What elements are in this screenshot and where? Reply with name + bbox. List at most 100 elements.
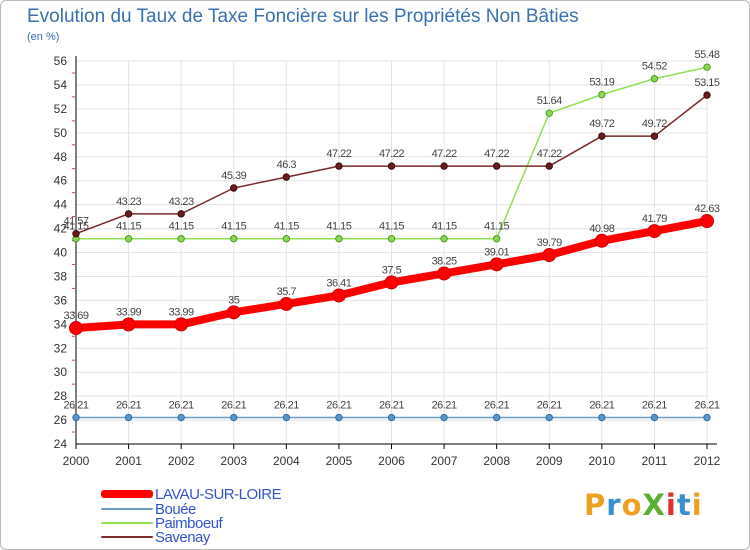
legend-swatch-paimboeuf (101, 522, 153, 524)
data-point (594, 233, 609, 248)
data-point (335, 235, 343, 243)
data-label: 26.21 (326, 400, 351, 412)
x-tick-label: 2012 (694, 454, 721, 468)
legend-swatch-savenay (101, 536, 153, 538)
data-point (700, 214, 714, 229)
data-label: 43.23 (169, 196, 194, 208)
data-label: 38.25 (432, 255, 457, 267)
data-label: 37.5 (382, 264, 402, 276)
y-tick-label: 30 (54, 365, 68, 379)
data-point (703, 91, 711, 99)
data-point (124, 235, 133, 243)
data-point (174, 317, 189, 332)
data-label: 26.21 (537, 400, 562, 412)
data-point (72, 230, 80, 238)
legend-swatch-lavau (101, 490, 153, 498)
chart-title: Evolution du Taux de Taxe Foncière sur l… (27, 6, 579, 27)
data-label: 41.15 (169, 221, 194, 233)
data-label: 39.01 (484, 246, 509, 258)
data-label: 47.22 (326, 148, 351, 160)
data-label: 47.22 (432, 148, 457, 160)
x-tick-label: 2011 (642, 454, 668, 468)
y-tick-label: 46 (54, 174, 68, 188)
x-tick-label: 2001 (115, 454, 142, 468)
data-point (598, 413, 606, 422)
data-point (542, 248, 557, 263)
y-tick-label: 28 (54, 389, 68, 403)
data-point (492, 413, 501, 422)
data-point (282, 235, 291, 243)
data-label: 26.21 (642, 400, 667, 412)
data-point (331, 288, 346, 303)
x-tick-label: 2009 (536, 454, 563, 468)
data-point (440, 413, 448, 422)
data-point (598, 90, 606, 99)
x-tick-label: 2002 (168, 454, 195, 468)
unit-label: (en %) (27, 31, 60, 43)
data-point (489, 257, 504, 272)
y-tick-label: 54 (54, 78, 68, 92)
x-tick-label: 2007 (431, 454, 458, 468)
y-tick-label: 24 (54, 437, 68, 451)
data-label: 41.15 (274, 221, 299, 233)
y-tick-label: 52 (54, 102, 68, 116)
data-label: 55.48 (694, 49, 719, 61)
data-label: 45.39 (221, 170, 246, 182)
data-point (545, 109, 553, 117)
data-label: 41.15 (432, 221, 457, 233)
data-label: 26.21 (63, 400, 88, 412)
logo-letter: r (606, 488, 622, 522)
data-point (650, 75, 659, 83)
data-point (72, 413, 80, 422)
logo-letter: i (691, 488, 703, 522)
legend-item-savenay: Savenay (101, 528, 210, 546)
data-point (230, 413, 238, 422)
data-point (124, 210, 133, 218)
data-point (282, 173, 291, 181)
data-label: 40.98 (589, 223, 614, 235)
data-point (650, 132, 659, 140)
y-tick-label: 42 (54, 222, 68, 236)
data-label: 41.15 (63, 221, 88, 233)
data-label: 33.99 (169, 306, 194, 318)
data-label: 53.19 (589, 77, 614, 89)
x-tick-label: 2005 (326, 454, 353, 468)
data-point (384, 275, 399, 290)
data-label: 41.15 (326, 221, 351, 233)
data-label: 49.72 (589, 118, 614, 130)
data-label: 39.79 (537, 237, 562, 249)
logo-letter: i (665, 488, 677, 522)
data-label: 26.21 (694, 400, 719, 412)
y-tick-label: 32 (54, 341, 68, 355)
data-point (177, 413, 185, 422)
legend-label-lavau: LAVAU-SUR-LOIRE (155, 485, 282, 503)
data-point (230, 235, 238, 243)
legend-label-savenay: Savenay (155, 528, 210, 546)
x-tick-label: 2000 (63, 454, 90, 468)
logo-letter: X (642, 488, 666, 522)
data-label: 47.22 (537, 148, 562, 160)
x-tick-label: 2003 (220, 454, 247, 468)
y-tick-label: 40 (54, 246, 68, 260)
data-label: 42.63 (694, 203, 719, 215)
data-point (282, 413, 291, 422)
y-tick-label: 38 (54, 269, 68, 283)
data-point (226, 305, 241, 320)
data-point (440, 235, 448, 243)
data-point (387, 235, 396, 243)
data-label: 43.23 (116, 196, 141, 208)
data-point (598, 132, 606, 140)
data-label: 26.21 (589, 400, 614, 412)
x-tick-label: 2006 (378, 454, 405, 468)
logo-letter: o (621, 488, 643, 522)
data-label: 49.72 (642, 118, 667, 130)
logo-letter: t (676, 488, 692, 522)
data-point (437, 266, 452, 281)
data-label: 41.15 (116, 221, 141, 233)
x-tick-label: 2010 (588, 454, 615, 468)
data-point (230, 184, 238, 192)
y-tick-label: 48 (54, 150, 68, 164)
data-label: 47.22 (484, 148, 509, 160)
